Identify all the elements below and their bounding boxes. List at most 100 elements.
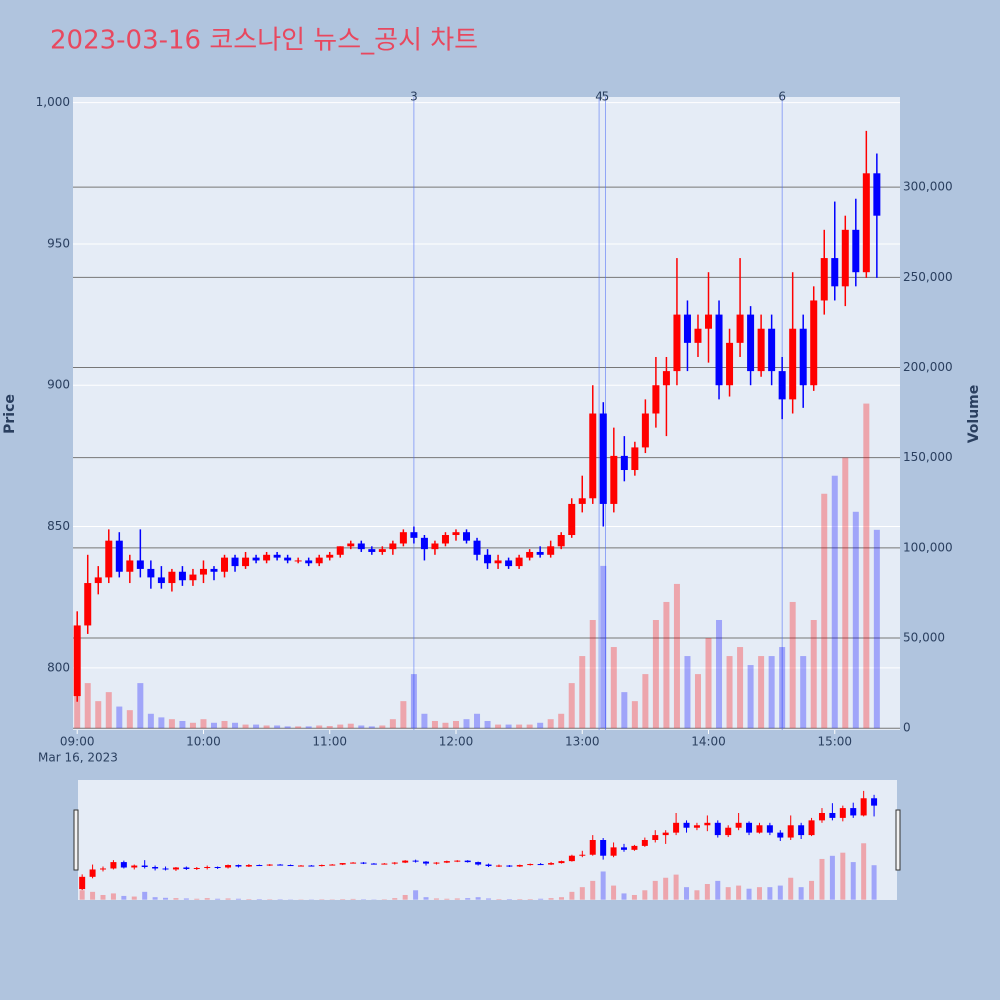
slider-volume-bar <box>423 897 429 900</box>
slider-volume-bar <box>235 898 241 900</box>
slider-volume-bar <box>183 898 189 900</box>
candle-body <box>799 328 807 386</box>
slider-volume-bar <box>621 893 627 900</box>
slider-candle-body <box>381 863 388 865</box>
slider-candle-body <box>183 867 190 869</box>
candle-body <box>431 543 439 550</box>
candle-body <box>463 532 471 541</box>
slider-volume-bar <box>152 897 158 900</box>
candle-body <box>736 314 744 343</box>
candle-body <box>652 385 660 414</box>
slider-volume-bar <box>506 899 512 900</box>
volume-bar <box>263 725 270 729</box>
slider-volume-bar <box>850 862 856 900</box>
volume-bar <box>368 726 375 729</box>
candle-body <box>768 328 776 372</box>
volume-bar <box>779 647 786 729</box>
range-slider[interactable] <box>78 780 897 900</box>
slider-volume-bar <box>142 891 148 900</box>
y2-tick-label: 300,000 <box>903 180 953 194</box>
candle-body <box>105 540 113 578</box>
slider-candle-body <box>871 798 878 806</box>
slider-handle[interactable] <box>895 809 901 871</box>
volume-bar <box>737 647 744 729</box>
slider-candle-body <box>152 867 159 869</box>
volume-bar <box>210 722 217 729</box>
slider-volume-bar <box>569 891 575 900</box>
volume-bar <box>232 722 239 729</box>
slider-volume-bar <box>756 887 762 900</box>
volume-bar <box>389 719 396 729</box>
volume-bar <box>642 674 649 729</box>
volume-bar <box>126 710 133 729</box>
candle-body <box>452 532 460 536</box>
volume-bar <box>105 692 112 729</box>
candle-body <box>757 328 765 372</box>
slider-candle-body <box>568 855 575 862</box>
candle-body <box>705 314 713 329</box>
slider-candle-body <box>193 867 200 869</box>
y2-tick-label: 0 <box>903 721 911 735</box>
slider-candle-body <box>79 876 86 890</box>
volume-bar <box>537 722 544 729</box>
volume-bar <box>200 719 207 729</box>
slider-candle-body <box>579 854 586 856</box>
volume-bar <box>495 724 502 729</box>
volume-bar <box>694 674 701 729</box>
volume-bar <box>84 683 91 729</box>
slider-candle-body <box>808 820 815 836</box>
volume-bar <box>684 656 691 729</box>
volume-bar <box>137 683 144 729</box>
slider-volume-bar <box>538 898 544 900</box>
volume-bar <box>442 722 449 729</box>
slider-volume-bar <box>663 877 669 900</box>
candle-body <box>694 328 702 343</box>
candle-body <box>357 543 365 550</box>
candle-body <box>820 258 828 301</box>
slider-candle-body <box>548 863 555 865</box>
volume-bar <box>600 565 607 729</box>
slider-volume-bar <box>694 890 700 900</box>
slider-candle-body <box>120 862 127 868</box>
y-axis-title: Price <box>2 394 18 434</box>
volume-bar <box>789 601 796 729</box>
candle-body <box>810 300 818 386</box>
slider-candle-body <box>860 798 867 816</box>
slider-candle-body <box>464 860 471 863</box>
slider-candle-body <box>662 832 669 836</box>
plot-area <box>73 97 900 730</box>
volume-bar <box>505 724 512 729</box>
slider-volume-bar <box>350 898 356 900</box>
slider-volume-bar <box>871 865 877 900</box>
candle-body <box>494 560 502 564</box>
volume-bar <box>516 724 523 729</box>
volume-bar <box>95 701 102 729</box>
candle-body <box>168 571 176 584</box>
slider-volume-bar <box>173 898 179 900</box>
news-label: 6 <box>778 90 786 104</box>
slider-candle-body <box>339 863 346 865</box>
candle-body <box>189 574 197 581</box>
slider-candle-body <box>829 812 836 818</box>
volume-bar <box>463 719 470 729</box>
slider-candle-body <box>683 822 690 828</box>
candle-body <box>631 447 639 471</box>
candle-body <box>178 571 186 581</box>
slider-candle-body <box>621 847 627 850</box>
volume-bar <box>168 719 175 729</box>
slider-candle-body <box>641 840 648 846</box>
candle-body <box>726 342 734 386</box>
candle-body <box>747 314 755 372</box>
slider-handle[interactable] <box>73 809 79 871</box>
candle-body <box>378 549 386 552</box>
slider-volume-bar <box>131 896 137 900</box>
candle-body <box>505 560 513 567</box>
news-label: 5 <box>602 90 610 104</box>
candle-body <box>831 258 839 287</box>
candle-body <box>94 577 102 584</box>
candle-body <box>862 173 870 273</box>
volume-bar <box>326 726 333 729</box>
slider-candle-body <box>652 835 659 840</box>
slider-candle-body <box>141 865 148 868</box>
y-tick-label: 900 <box>47 378 70 392</box>
